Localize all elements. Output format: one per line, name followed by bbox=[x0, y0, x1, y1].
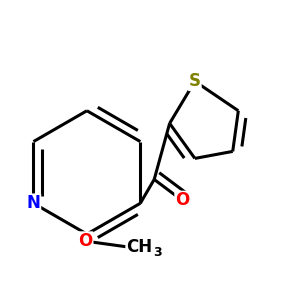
Text: O: O bbox=[175, 191, 189, 209]
Text: O: O bbox=[78, 232, 93, 250]
Text: CH: CH bbox=[126, 238, 152, 256]
Text: S: S bbox=[189, 72, 201, 90]
Text: 3: 3 bbox=[153, 246, 161, 260]
Text: N: N bbox=[26, 194, 40, 212]
